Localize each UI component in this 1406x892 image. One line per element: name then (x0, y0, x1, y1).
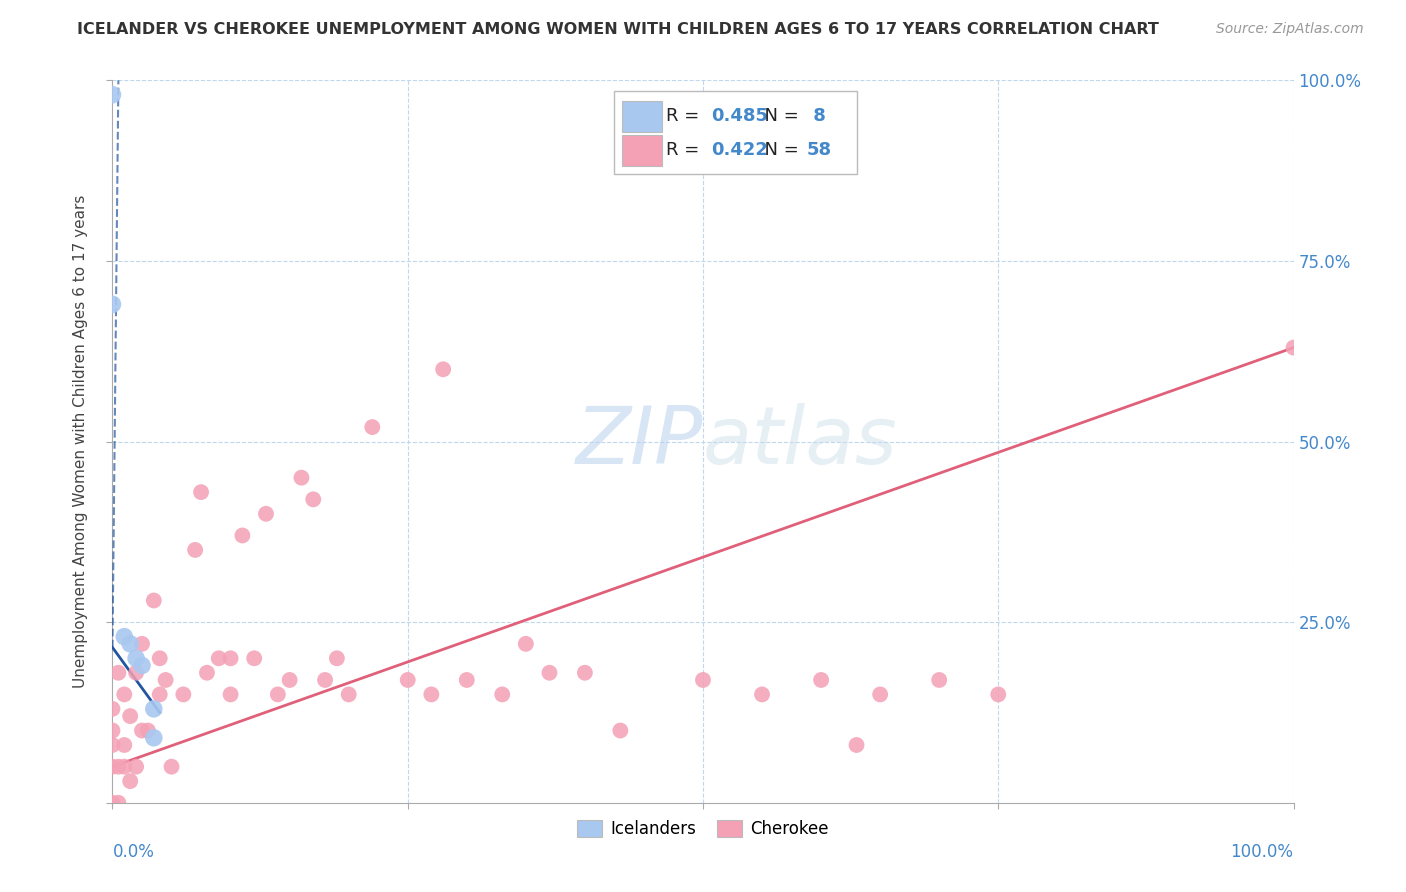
Point (1282, 341, 1305, 355)
Point (987, 687, 1010, 701)
Text: N =: N = (752, 141, 804, 160)
Y-axis label: Unemployment Among Women with Children Ages 6 to 17 years: Unemployment Among Women with Children A… (73, 194, 89, 689)
Point (491, 687, 513, 701)
Point (692, 673, 714, 687)
FancyBboxPatch shape (614, 91, 856, 174)
Point (456, 673, 478, 687)
Point (326, 651, 349, 665)
Text: R =: R = (666, 141, 706, 160)
Text: 58: 58 (807, 141, 832, 160)
Point (142, 593, 165, 607)
Text: 8: 8 (807, 107, 825, 126)
Point (869, 687, 891, 701)
Legend: Icelanders, Cherokee: Icelanders, Cherokee (571, 814, 835, 845)
Point (120, 709, 142, 723)
Point (751, 687, 773, 701)
Point (810, 673, 832, 687)
Point (845, 738, 868, 752)
Point (142, 702, 165, 716)
Point (131, 637, 153, 651)
Point (131, 723, 153, 738)
Point (101, 796, 124, 810)
Point (112, 760, 135, 774)
Point (149, 687, 172, 701)
Text: 0.0%: 0.0% (112, 843, 155, 861)
Point (243, 651, 266, 665)
Point (219, 687, 242, 701)
Point (101, 297, 124, 311)
Point (112, 630, 135, 644)
Text: 0.422: 0.422 (711, 141, 768, 160)
Point (136, 723, 159, 738)
Point (432, 362, 454, 376)
Point (538, 665, 561, 680)
Point (125, 665, 148, 680)
Point (267, 687, 290, 701)
FancyBboxPatch shape (621, 136, 662, 166)
Point (142, 731, 165, 745)
FancyBboxPatch shape (621, 101, 662, 132)
Point (125, 651, 148, 665)
Point (155, 673, 177, 687)
Point (184, 542, 207, 557)
Point (101, 87, 124, 102)
Point (190, 485, 212, 500)
Point (290, 471, 312, 485)
Point (314, 673, 336, 687)
Point (131, 658, 153, 673)
Point (101, 760, 124, 774)
Text: Source: ZipAtlas.com: Source: ZipAtlas.com (1216, 22, 1364, 37)
Point (574, 665, 596, 680)
Point (254, 507, 277, 521)
Point (101, 738, 124, 752)
Text: ZIP: ZIP (575, 402, 703, 481)
Point (101, 702, 124, 716)
Point (231, 528, 253, 542)
Point (928, 673, 950, 687)
Point (609, 723, 631, 738)
Text: 100.0%: 100.0% (1230, 843, 1294, 861)
Point (149, 651, 172, 665)
Point (302, 492, 325, 507)
Point (120, 637, 142, 651)
Text: ICELANDER VS CHEROKEE UNEMPLOYMENT AMONG WOMEN WITH CHILDREN AGES 6 TO 17 YEARS : ICELANDER VS CHEROKEE UNEMPLOYMENT AMONG… (77, 22, 1159, 37)
Point (107, 760, 129, 774)
Point (396, 673, 419, 687)
Point (515, 637, 537, 651)
Text: N =: N = (752, 107, 804, 126)
Point (219, 651, 242, 665)
Point (107, 796, 129, 810)
Point (172, 687, 194, 701)
Point (112, 687, 135, 701)
Point (112, 738, 135, 752)
Point (101, 723, 124, 738)
Point (195, 665, 218, 680)
Point (420, 687, 443, 701)
Point (107, 665, 129, 680)
Point (208, 651, 231, 665)
Text: R =: R = (666, 107, 706, 126)
Point (361, 420, 384, 434)
Point (120, 774, 142, 789)
Point (160, 760, 183, 774)
Text: atlas: atlas (703, 402, 898, 481)
Text: 0.485: 0.485 (711, 107, 768, 126)
Point (125, 760, 148, 774)
Point (278, 673, 301, 687)
Point (337, 687, 360, 701)
